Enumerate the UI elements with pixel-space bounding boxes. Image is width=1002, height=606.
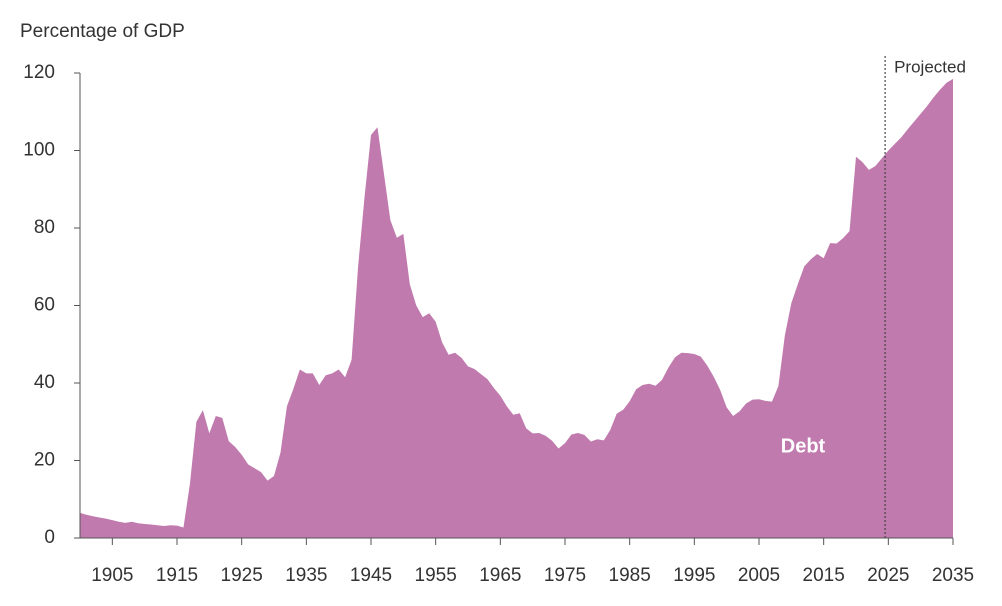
x-tick-label: 1905 (91, 565, 133, 586)
x-tick-label: 2035 (932, 565, 974, 586)
series-label: Debt (781, 435, 826, 457)
x-tick-label: 1985 (609, 565, 651, 586)
y-tick-label: 40 (34, 372, 55, 393)
x-tick-label: 1915 (156, 565, 198, 586)
x-tick-label: 2005 (738, 565, 780, 586)
y-tick-label: 80 (34, 217, 55, 238)
y-tick-label: 20 (34, 450, 55, 471)
y-tick-label: 120 (23, 62, 55, 83)
axis-title: Percentage of GDP (20, 21, 185, 42)
x-tick-label: 1995 (673, 565, 715, 586)
x-tick-label: 2015 (803, 565, 845, 586)
x-tick-label: 1945 (350, 565, 392, 586)
x-tick-label: 1935 (285, 565, 327, 586)
x-tick-label: 1965 (479, 565, 521, 586)
x-tick-label: 1955 (415, 565, 457, 586)
debt-area (80, 78, 953, 538)
y-tick-label: 60 (34, 295, 55, 316)
x-tick-label: 2025 (867, 565, 909, 586)
y-tick-label: 0 (44, 527, 55, 548)
y-tick-label: 100 (23, 140, 55, 161)
projection-label: Projected (894, 57, 966, 76)
x-tick-label: 1975 (544, 565, 586, 586)
x-tick-label: 1925 (221, 565, 263, 586)
